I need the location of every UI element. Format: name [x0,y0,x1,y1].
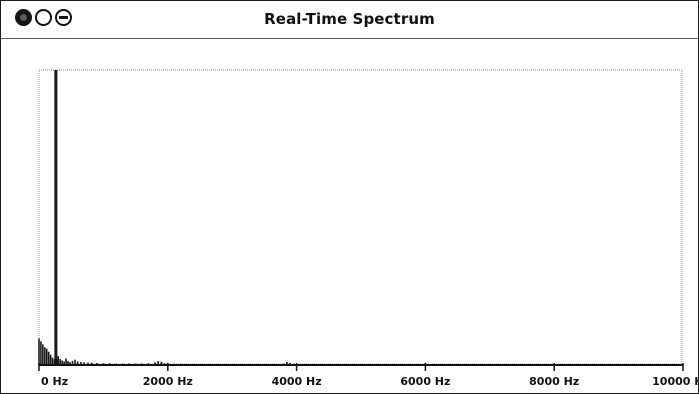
close-window-button[interactable] [15,9,32,26]
spectrum-bar [69,362,71,365]
window-title: Real-Time Spectrum [264,10,435,28]
spectrum-chart: 0 Hz 2000 Hz 4000 Hz 6000 Hz 8000 Hz 10000 Hz [38,69,698,388]
spectrum-bar [57,356,60,365]
spectrum-bar [42,344,44,365]
zoom-window-button[interactable] [55,9,72,26]
x-tick-label: 4000 Hz [272,375,322,388]
spectrum-bar [91,362,93,365]
spectrum-bar [96,362,98,365]
spectrum-bar [71,360,74,365]
x-tick-label: 8000 Hz [529,375,579,388]
spectrum-bar [157,361,159,365]
x-tick-label: 6000 Hz [400,375,450,388]
spectrum-bar [289,362,291,365]
spectrum-bar [154,362,156,365]
spectrum-bar [80,362,82,365]
spectrum-bar [49,354,52,365]
spectrum-bar [63,361,65,365]
spectrum-bar [59,359,62,365]
spectrum-bar [38,338,40,365]
spectrum-bar [87,362,89,365]
spectrum-bar [61,360,63,365]
plot-frame [38,69,683,365]
spectrum-bar [74,359,76,365]
x-axis-ticks: 0 Hz 2000 Hz 4000 Hz 6000 Hz 8000 Hz 10000 Hz [38,363,698,388]
x-tick-label: 10000 Hz [652,375,698,388]
x-tick-label: 2000 Hz [143,375,193,388]
spectrum-bar [160,361,163,365]
spectrum-bar [51,357,54,366]
spectrum-bar [286,362,288,365]
spectrum-bar [40,341,42,365]
x-tick-label: 0 Hz [41,375,68,388]
spectrum-bar [65,358,67,365]
spectrum-bar [76,361,79,365]
spectrum-bar [83,362,85,365]
spectrum-bar [54,70,58,365]
spectrum-bar [44,347,46,365]
spectrum-bar [56,359,58,365]
minimize-window-button[interactable] [35,9,52,26]
spectrum-bar [67,361,69,365]
title-bar[interactable]: Real-Time Spectrum [1,1,698,39]
spectrum-bar [45,348,48,365]
spectrum-bar [47,351,50,365]
